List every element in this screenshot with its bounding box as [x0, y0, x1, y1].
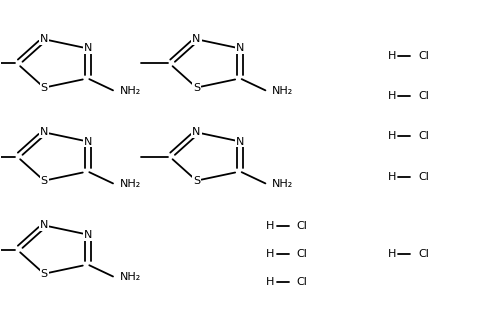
Text: Cl: Cl: [418, 131, 429, 141]
Text: H: H: [266, 249, 274, 259]
Text: H: H: [388, 172, 396, 182]
Text: N: N: [236, 44, 244, 54]
Text: NH₂: NH₂: [273, 86, 294, 96]
Text: H: H: [266, 277, 274, 287]
Text: Cl: Cl: [418, 172, 429, 182]
Text: H: H: [388, 91, 396, 101]
Text: S: S: [193, 83, 200, 93]
Text: S: S: [41, 269, 47, 279]
Text: H: H: [388, 131, 396, 141]
Text: N: N: [83, 44, 92, 54]
Text: N: N: [83, 230, 92, 240]
Text: NH₂: NH₂: [120, 86, 141, 96]
Text: H: H: [388, 51, 396, 61]
Text: H: H: [388, 249, 396, 259]
Text: N: N: [40, 220, 48, 230]
Text: Cl: Cl: [418, 51, 429, 61]
Text: S: S: [41, 176, 47, 186]
Text: S: S: [193, 176, 200, 186]
Text: Cl: Cl: [418, 249, 429, 259]
Text: N: N: [192, 127, 201, 137]
Text: H: H: [266, 221, 274, 231]
Text: NH₂: NH₂: [120, 179, 141, 189]
Text: Cl: Cl: [297, 249, 308, 259]
Text: Cl: Cl: [297, 221, 308, 231]
Text: N: N: [40, 127, 48, 137]
Text: S: S: [41, 83, 47, 93]
Text: Cl: Cl: [418, 91, 429, 101]
Text: N: N: [236, 136, 244, 146]
Text: NH₂: NH₂: [273, 179, 294, 189]
Text: Cl: Cl: [297, 277, 308, 287]
Text: NH₂: NH₂: [120, 272, 141, 282]
Text: N: N: [40, 34, 48, 44]
Text: N: N: [192, 34, 201, 44]
Text: N: N: [83, 136, 92, 146]
